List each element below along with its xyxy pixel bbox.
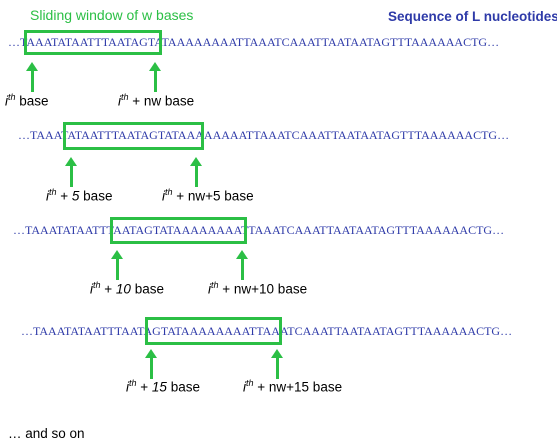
end-label-2: ith + nw+5 base (162, 187, 254, 204)
sequence-row-2: …TAAATATAATTTAATAGTATAAAAAAAATTAAATCAAAT… (18, 128, 510, 142)
sliding-window-box-2 (63, 122, 204, 150)
end-label-1: ith + nw base (118, 92, 195, 109)
start-label-2: ith + 5 base (46, 187, 113, 204)
start-label-3: ith + 10 base (90, 280, 164, 297)
sequence-row-4: …TAAATATAATTTAATAGTATAAAAAAAATTAAATCAAAT… (21, 324, 513, 338)
window-title: Sliding window of w bases (30, 7, 194, 23)
sliding-window-box-1 (24, 30, 162, 55)
sequence-row-3: …TAAATATAATTTAATAGTATAAAAAAAATTAAATCAAAT… (13, 223, 505, 237)
end-label-4: ith + nw+15 base (243, 378, 343, 395)
footer-text: … and so on (8, 426, 85, 441)
sliding-window-box-3 (110, 217, 247, 244)
sequence-title: Sequence of L nucleotides (388, 9, 557, 24)
sliding-window-box-4 (145, 317, 282, 345)
start-label-1: ith base (5, 92, 49, 109)
start-label-4: ith + 15 base (126, 378, 200, 395)
sequence-row-1: …TAAATATAATTTAATAGTATAAAAAAAATTAAATCAAAT… (8, 35, 500, 49)
end-label-3: ith + nw+10 base (208, 280, 308, 297)
